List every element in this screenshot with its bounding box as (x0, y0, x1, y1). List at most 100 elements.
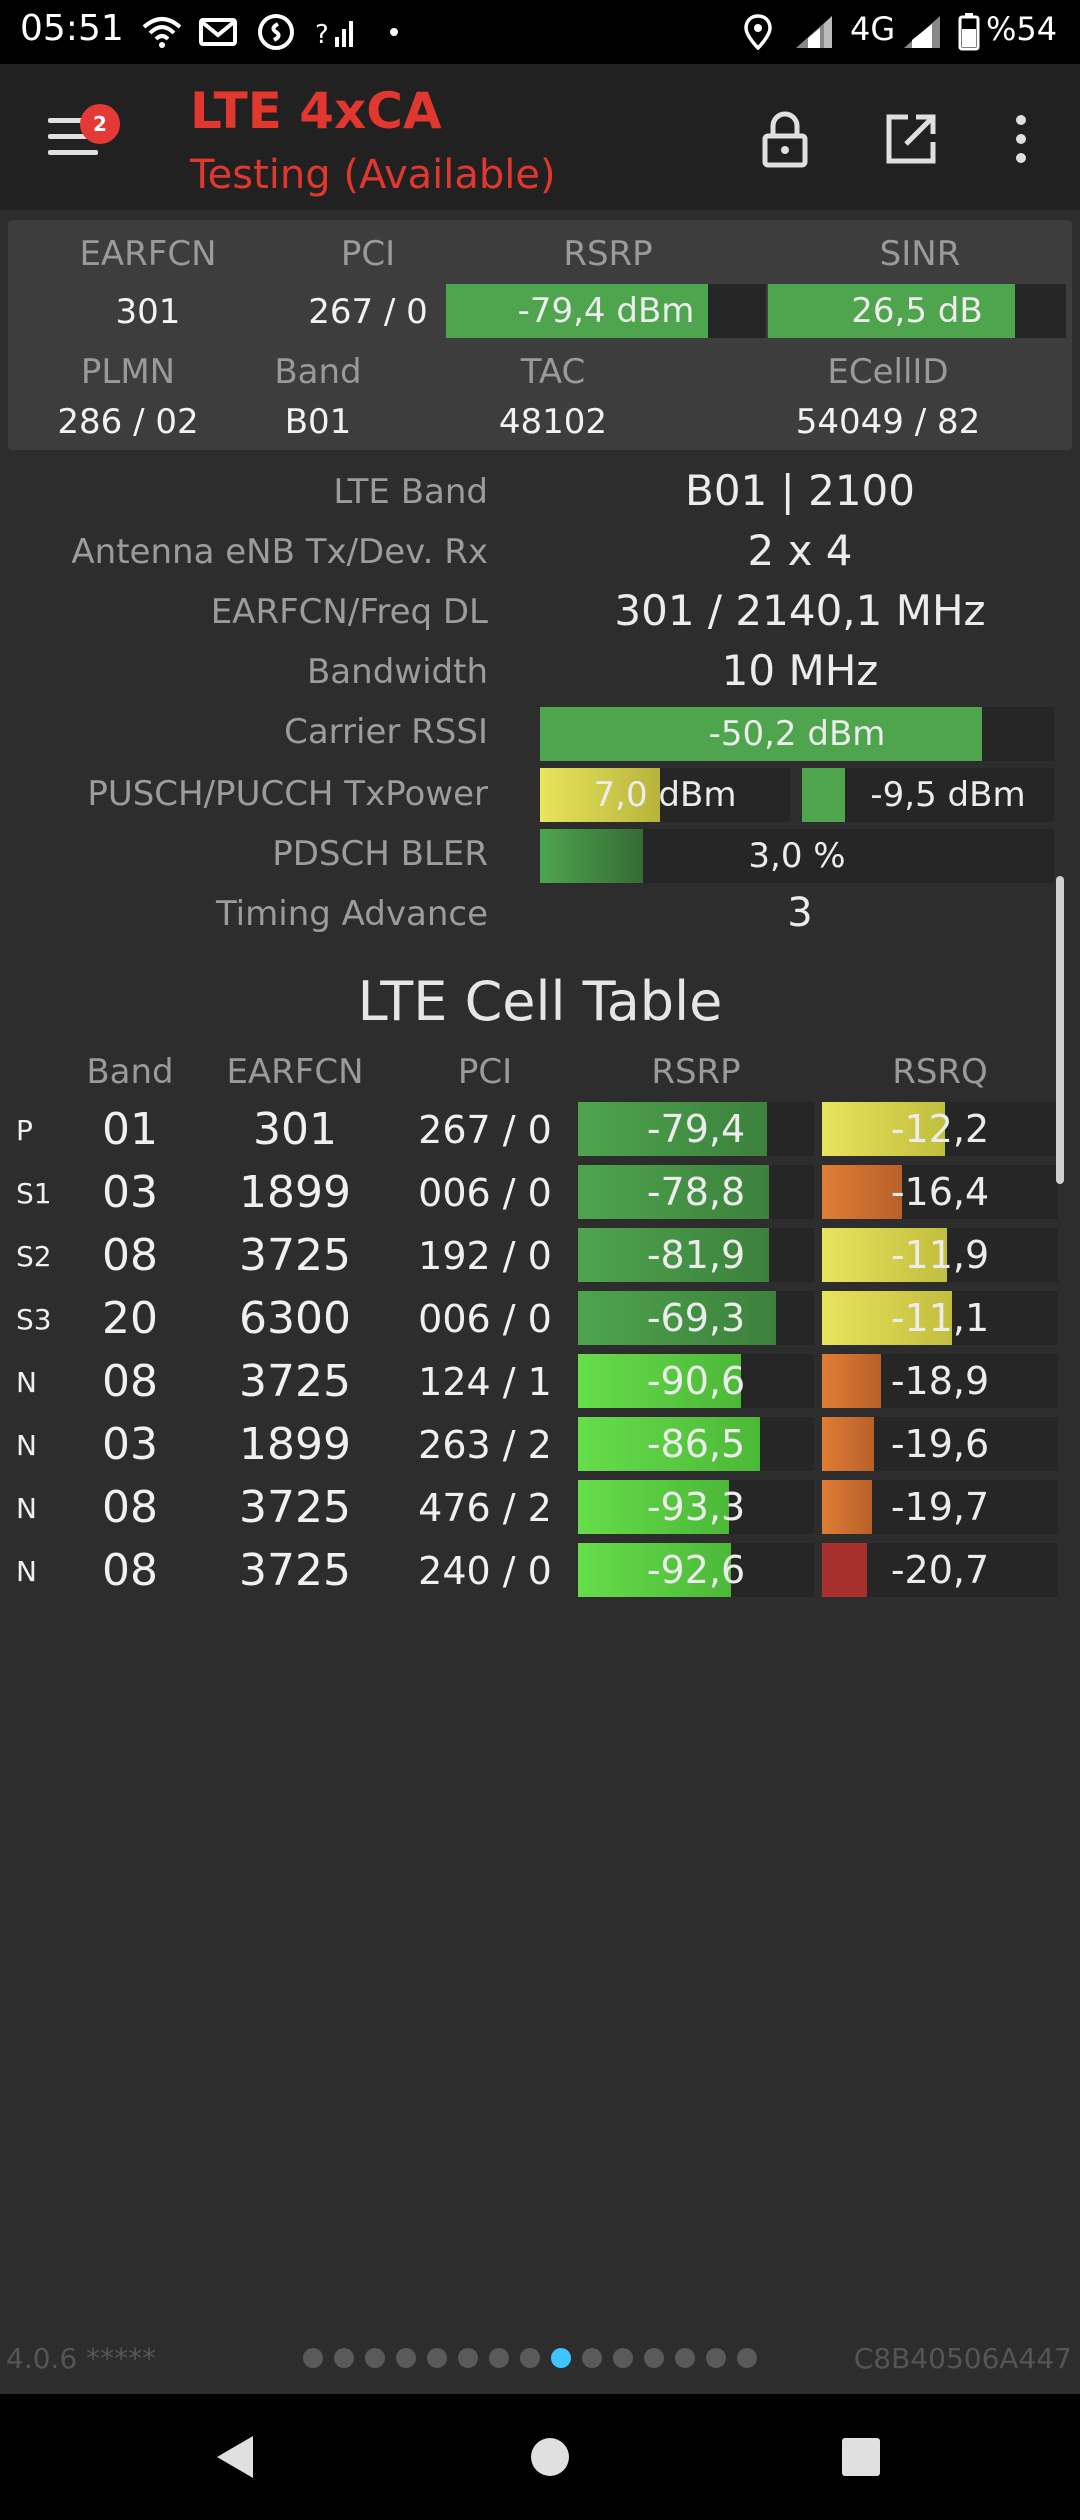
ecellid-value: 54049 / 82 (795, 402, 981, 442)
page-dot[interactable] (489, 2348, 509, 2368)
shazam-icon (256, 12, 296, 52)
page-dot[interactable] (737, 2348, 757, 2368)
antenna-label: Antenna eNB Tx/Dev. Rx (71, 532, 488, 572)
recents-button[interactable] (826, 2422, 896, 2492)
cell-earfcn: 3725 (239, 1356, 351, 1407)
page-dot[interactable] (365, 2348, 385, 2368)
open-external-icon (886, 114, 936, 164)
cell-rsrp: -81,9 (646, 1233, 746, 1277)
cell-rsrp-bar: -90,6 (578, 1354, 814, 1408)
cell-rsrq-bar: -19,7 (822, 1480, 1058, 1534)
cell-rsrq: -11,1 (890, 1296, 990, 1340)
cell-band: 01 (102, 1104, 158, 1155)
col-rsrq-header: RSRQ (892, 1052, 988, 1092)
cell-rsrp: -92,6 (646, 1548, 746, 1592)
col-earfcn-header: EARFCN (226, 1052, 364, 1092)
cell-rsrp-bar: -78,8 (578, 1165, 814, 1219)
plmn-value: 286 / 02 (57, 402, 199, 442)
earfcn-freq-label: EARFCN/Freq DL (210, 592, 488, 632)
col-band-header: Band (86, 1052, 174, 1092)
page-dot[interactable] (458, 2348, 478, 2368)
wifi-icon (140, 12, 184, 52)
cell-earfcn: 301 (253, 1104, 337, 1155)
lock-button[interactable] (750, 104, 820, 174)
cell-rsrq: -19,6 (890, 1422, 990, 1466)
cell-rsrp-bar: -92,6 (578, 1543, 814, 1597)
antenna-value: 2 x 4 (747, 526, 853, 575)
navigation-bar (0, 2394, 1080, 2520)
cell-earfcn: 3725 (239, 1545, 351, 1596)
carrier-rssi-bar: -50,2 dBm (540, 707, 1054, 761)
cell-rsrq-bar: -11,9 (822, 1228, 1058, 1282)
more-vert-icon (1016, 115, 1026, 163)
earfcn-value: 301 (115, 292, 181, 332)
col-pci-header: PCI (457, 1052, 513, 1092)
signal-icon (900, 12, 944, 52)
cell-pci: 263 / 2 (418, 1423, 552, 1467)
cell-type: S2 (16, 1240, 52, 1273)
battery-icon (956, 12, 982, 52)
signal-icon (792, 12, 836, 52)
cell-table-title: LTE Cell Table (357, 970, 723, 1033)
cell-band: 08 (102, 1482, 158, 1533)
page-dot[interactable] (303, 2348, 323, 2368)
cell-rsrq: -20,7 (890, 1548, 990, 1592)
cell-rsrq-bar: -19,6 (822, 1417, 1058, 1471)
col-rsrp-header: RSRP (651, 1052, 741, 1092)
page-dot[interactable] (396, 2348, 416, 2368)
cell-earfcn: 1899 (239, 1419, 351, 1470)
app-subtitle: Testing (Available) (190, 152, 556, 198)
menu-button[interactable]: 2 (30, 104, 120, 174)
cell-rsrp: -69,3 (646, 1296, 746, 1340)
back-button[interactable] (200, 2422, 270, 2492)
txpower-label: PUSCH/PUCCH TxPower (87, 774, 488, 814)
page-dot[interactable] (551, 2348, 571, 2368)
serving-cell-summary: EARFCN PCI RSRP SINR 301 267 / 0 -79,4 d… (8, 220, 1072, 450)
page-dot[interactable] (613, 2348, 633, 2368)
pucch-txpower-bar: -9,5 dBm (802, 768, 1054, 822)
status-time: 05:51 (20, 8, 124, 49)
cell-earfcn: 3725 (239, 1482, 351, 1533)
battery-percent: %54 (986, 10, 1058, 48)
home-icon (531, 2438, 569, 2476)
band-value: B01 (284, 402, 352, 442)
plmn-label: PLMN (80, 352, 176, 392)
open-external-button[interactable] (876, 104, 946, 174)
cell-rsrq-bar: -12,2 (822, 1102, 1058, 1156)
page-indicator[interactable] (303, 2348, 757, 2372)
page-dot[interactable] (706, 2348, 726, 2368)
device-id: C8B40506A447 (853, 2342, 1072, 2375)
tac-label: TAC (520, 352, 586, 392)
page-dot[interactable] (582, 2348, 602, 2368)
cell-rsrp: -78,8 (646, 1170, 746, 1214)
cell-type: N (16, 1366, 37, 1399)
cell-type: N (16, 1492, 37, 1525)
scrollbar[interactable] (1056, 876, 1064, 1184)
cell-earfcn: 1899 (239, 1167, 351, 1218)
cell-type: N (16, 1429, 37, 1462)
page-dot[interactable] (334, 2348, 354, 2368)
page-dot[interactable] (675, 2348, 695, 2368)
cell-pci: 006 / 0 (418, 1297, 552, 1341)
cell-pci: 006 / 0 (418, 1171, 552, 1215)
cell-rsrq-bar: -20,7 (822, 1543, 1058, 1597)
home-button[interactable] (515, 2422, 585, 2492)
cell-rsrp: -90,6 (646, 1359, 746, 1403)
cell-pci: 192 / 0 (418, 1234, 552, 1278)
page-dot[interactable] (644, 2348, 664, 2368)
page-dot[interactable] (427, 2348, 447, 2368)
cell-rsrp-bar: -69,3 (578, 1291, 814, 1345)
carrier-rssi-label: Carrier RSSI (284, 712, 488, 752)
cell-rsrp: -93,3 (646, 1485, 746, 1529)
svg-text:?: ? (315, 20, 329, 49)
cell-rsrp: -79,4 (646, 1107, 746, 1151)
page-dot[interactable] (520, 2348, 540, 2368)
more-options-button[interactable] (986, 104, 1056, 174)
rsrp-bar: -79,4 dBm (446, 284, 766, 338)
pusch-txpower-value: 7,0 dBm (593, 775, 737, 815)
sinr-value: 26,5 dB (851, 291, 983, 331)
app-version: 4.0.6 ***** (6, 2342, 157, 2375)
cell-rsrp-bar: -81,9 (578, 1228, 814, 1282)
timing-advance-label: Timing Advance (215, 894, 488, 934)
earfcn-label: EARFCN (79, 234, 217, 274)
